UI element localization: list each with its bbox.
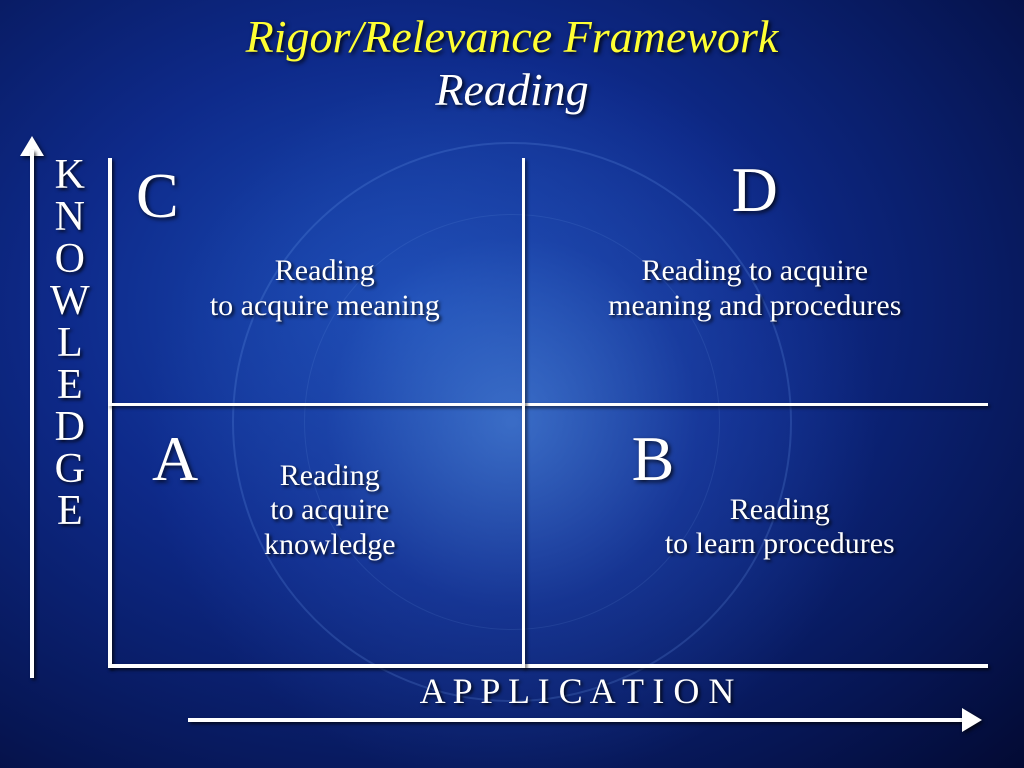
quadrant-d: D Reading to acquiremeaning and procedur… xyxy=(522,158,988,403)
quadrant-d-text: Reading to acquiremeaning and procedures xyxy=(542,254,968,323)
title-line-2: Reading xyxy=(0,63,1024,116)
y-axis-letter: L xyxy=(57,322,83,364)
y-axis-letter: N xyxy=(55,196,85,238)
quadrant-c-letter: C xyxy=(136,164,179,228)
x-axis-arrowhead-icon xyxy=(962,708,982,732)
y-axis-letter: K xyxy=(55,154,85,196)
y-axis-line xyxy=(30,150,34,678)
y-axis-letter: O xyxy=(55,238,85,280)
y-axis-letter: G xyxy=(55,448,85,490)
quadrant-b: B Readingto learn procedures xyxy=(522,403,988,668)
quadrant-a-letter: A xyxy=(152,427,198,491)
x-axis-label: A P P L I C A T I O N xyxy=(188,670,966,712)
quadrant-a: A Readingto acquireknowledge xyxy=(108,403,522,668)
quadrant-d-letter: D xyxy=(732,158,778,222)
y-axis: KNOWLEDGE xyxy=(22,150,94,678)
y-axis-letter: D xyxy=(55,406,85,448)
quadrant-c: C Readingto acquire meaning xyxy=(108,158,522,403)
y-axis-letter: W xyxy=(50,280,90,322)
y-axis-letter: E xyxy=(57,364,83,406)
title-line-1: Rigor/Relevance Framework xyxy=(0,10,1024,63)
slide-title: Rigor/Relevance Framework Reading xyxy=(0,10,1024,116)
quadrant-c-text: Readingto acquire meaning xyxy=(148,254,502,323)
quadrant-b-letter: B xyxy=(632,427,675,491)
x-axis-line xyxy=(188,718,966,722)
y-axis-letter: E xyxy=(57,490,83,532)
y-axis-label: KNOWLEDGE xyxy=(50,154,90,532)
quadrant-b-text: Readingto learn procedures xyxy=(602,493,958,562)
quadrant-a-text: Readingto acquireknowledge xyxy=(198,459,462,563)
quadrant-chart: C Readingto acquire meaning D Reading to… xyxy=(108,158,988,668)
